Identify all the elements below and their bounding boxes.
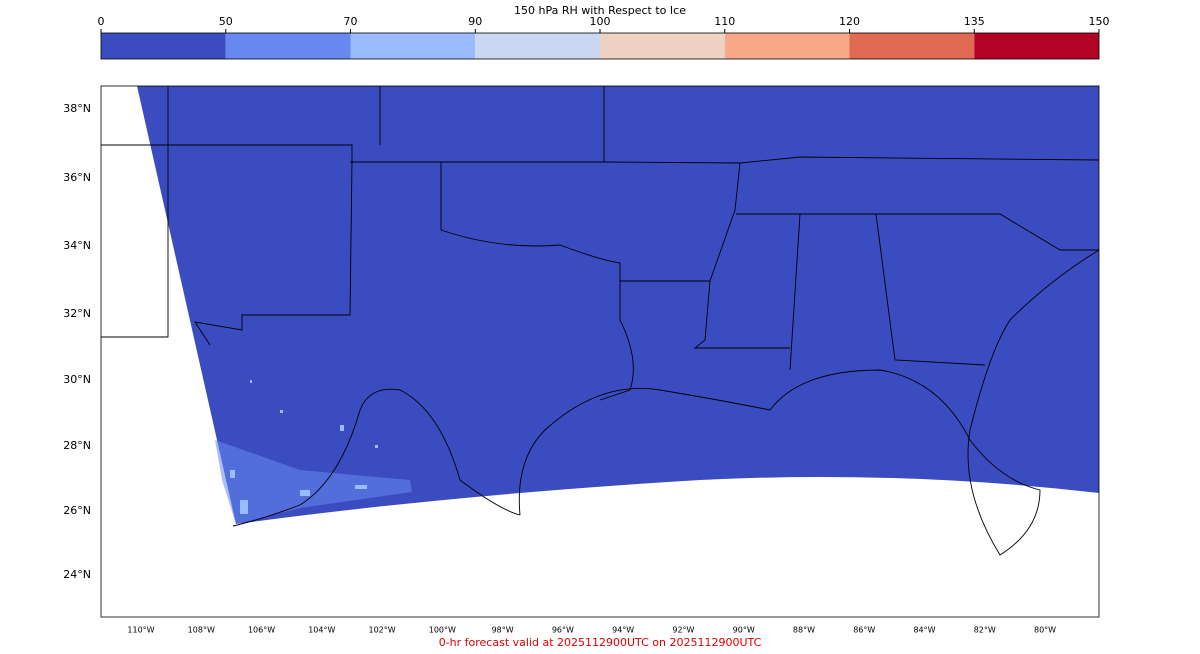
lon-label: 94°W	[612, 626, 634, 635]
colorbar-tick-label: 70	[344, 15, 358, 28]
rh-patch	[215, 440, 412, 524]
lon-label: 88°W	[793, 626, 815, 635]
colorbar-tick-label: 90	[468, 15, 482, 28]
lon-label: 110°W	[127, 626, 154, 635]
colorbar-segment	[225, 33, 351, 59]
state-borders	[101, 86, 1100, 556]
lat-label: 24°N	[63, 568, 91, 581]
lon-label: 92°W	[672, 626, 694, 635]
lon-label: 100°W	[429, 626, 456, 635]
colorbar-tick-label: 0	[98, 15, 105, 28]
rh-field	[137, 86, 1099, 524]
forecast-footer: 0-hr forecast valid at 2025112900UTC on …	[439, 636, 762, 649]
lon-label: 108°W	[188, 626, 215, 635]
colorbar-segment	[724, 33, 850, 59]
map-frame	[100, 85, 1100, 618]
lat-label: 28°N	[63, 439, 91, 452]
colorbar-segment	[475, 33, 600, 59]
lon-label: 104°W	[308, 626, 335, 635]
colorbar-segment	[350, 33, 476, 59]
lat-label: 30°N	[63, 373, 91, 386]
lon-label: 84°W	[913, 626, 935, 635]
colorbar-tick-label: 50	[219, 15, 233, 28]
lon-label: 102°W	[368, 626, 395, 635]
lat-label: 38°N	[63, 102, 91, 115]
lat-label: 36°N	[63, 171, 91, 184]
colorbar-segment	[974, 33, 1099, 59]
lat-label: 34°N	[63, 239, 91, 252]
colorbar-tick-label: 110	[714, 15, 735, 28]
colorbar-tick-label: 120	[839, 15, 860, 28]
lon-label: 82°W	[974, 626, 996, 635]
map: 38°N 36°N 34°N 32°N 30°N 28°N 26°N 24°N	[63, 85, 1100, 618]
lon-label: 106°W	[248, 626, 275, 635]
colorbar: 0 50 70 90 100 110 120 135 150	[98, 15, 1110, 60]
lat-label: 26°N	[63, 504, 91, 517]
lon-label: 90°W	[733, 626, 755, 635]
lon-label: 80°W	[1034, 626, 1056, 635]
lon-label: 98°W	[492, 626, 514, 635]
colorbar-segment	[101, 33, 226, 59]
colorbar-tick-label: 135	[964, 15, 985, 28]
colorbar-segment	[849, 33, 975, 59]
lon-label: 86°W	[853, 626, 875, 635]
colorbar-segment	[600, 33, 725, 59]
lat-label: 32°N	[63, 307, 91, 320]
rh-speckles	[230, 380, 378, 514]
colorbar-tick-label: 150	[1089, 15, 1110, 28]
colorbar-title: 150 hPa RH with Respect to Ice	[514, 4, 686, 17]
lon-label: 96°W	[552, 626, 574, 635]
lon-labels: 110°W 108°W 106°W 104°W 102°W 100°W 98°W 96°W 94…	[127, 626, 1056, 635]
colorbar-tick-label: 100	[590, 15, 611, 28]
